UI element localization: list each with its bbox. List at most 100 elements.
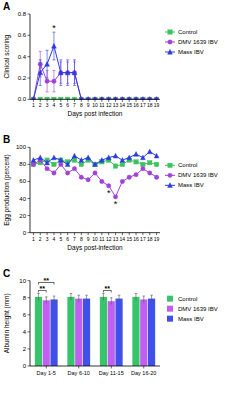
bar (148, 299, 155, 366)
error-bar (142, 296, 145, 303)
x-tick-label: 12 (106, 102, 112, 108)
y-tick-label: 8 (23, 295, 27, 301)
data-point (86, 178, 90, 182)
legend-marker (168, 163, 172, 167)
x-tick-label: 15 (126, 102, 132, 108)
plot-area (31, 32, 159, 99)
data-point (106, 155, 111, 160)
y-tick-label: 60 (19, 178, 26, 184)
significance-mark: * (114, 199, 118, 209)
bar (115, 299, 122, 366)
data-point (79, 157, 84, 162)
plot-area (35, 293, 155, 366)
y-tick-label: 0.4 (18, 54, 27, 60)
significance-mark: ** (44, 277, 50, 284)
x-tick-label: Day 6-10 (68, 370, 90, 376)
x-tick-label: 12 (106, 236, 112, 242)
x-tick-label: 13 (113, 102, 119, 108)
x-tick (46, 366, 47, 369)
bar (67, 297, 74, 366)
legend-swatch (167, 296, 173, 302)
legend-label: Mass IBV (178, 49, 204, 55)
data-point (113, 153, 118, 158)
series-line (33, 160, 156, 166)
data-point (141, 166, 145, 170)
y-tick (28, 331, 31, 332)
y-tick (28, 99, 31, 100)
figure: AClinical scoring0.00.20.40.60.812345678… (0, 0, 234, 400)
data-point (148, 160, 152, 164)
error-bar (150, 295, 153, 302)
data-point (38, 70, 43, 75)
data-point (134, 160, 138, 164)
x-tick-label: 4 (53, 102, 56, 108)
x-tick-label: 7 (73, 102, 76, 108)
x-axis-label: Days post-infection (67, 244, 123, 252)
y-tick (28, 78, 31, 79)
x-tick-label: 9 (87, 236, 90, 242)
y-tick (28, 56, 31, 57)
x-tick-label: 1 (32, 102, 35, 108)
y-tick (28, 164, 31, 165)
data-point (45, 166, 49, 170)
data-point (58, 157, 63, 162)
y-tick (28, 280, 31, 281)
y-tick-label: 0 (23, 363, 27, 369)
data-point (99, 157, 104, 162)
y-tick-label: 20 (19, 213, 26, 219)
bar (100, 297, 107, 366)
x-tick-label: 17 (140, 236, 146, 242)
y-tick-label: 4 (23, 329, 27, 335)
data-point (154, 175, 158, 179)
data-point (72, 153, 77, 158)
data-point (52, 162, 56, 166)
data-point (65, 70, 69, 74)
series-line (33, 160, 156, 197)
y-tick (28, 215, 31, 216)
legend-marker (168, 183, 173, 188)
x-tick-label: 6 (66, 236, 69, 242)
y-tick (28, 181, 31, 182)
error-bar (70, 293, 73, 300)
panel-label: B (3, 134, 10, 145)
panel-label: A (3, 1, 10, 12)
legend-marker (168, 173, 172, 177)
y-axis-label: Albumin height (mm) (3, 293, 11, 353)
x-tick-label: 5 (59, 236, 62, 242)
y-tick-label: 6 (23, 312, 27, 318)
error-bar (52, 71, 55, 92)
y-tick-label: 100 (16, 144, 27, 150)
data-point (113, 164, 117, 168)
x-tick-label: 19 (154, 236, 160, 242)
x-tick-label: 5 (59, 102, 62, 108)
y-tick-label: 2 (23, 346, 27, 352)
legend-swatch (167, 316, 173, 322)
y-tick (28, 147, 31, 148)
data-point (86, 155, 91, 160)
x-tick-label: Day 11-15 (99, 370, 124, 376)
data-point (59, 70, 63, 74)
data-point (93, 171, 97, 175)
data-point (72, 70, 76, 74)
data-point (72, 70, 77, 75)
y-tick-label: 0.0 (18, 96, 27, 102)
bar (35, 297, 42, 366)
data-point (52, 155, 57, 160)
x-tick-label: 10 (92, 236, 98, 242)
x-tick (143, 366, 144, 369)
data-point (72, 158, 76, 162)
significance-mark: * (52, 23, 56, 33)
x-tick-label: 16 (133, 102, 139, 108)
legend-label: Control (178, 162, 197, 168)
x-tick-label: 4 (53, 236, 56, 242)
data-point (31, 157, 36, 162)
x-tick-label: 7 (73, 236, 76, 242)
x-tick-label: Day 1-5 (37, 370, 56, 376)
y-tick-label: 80 (19, 161, 26, 167)
error-bar (118, 295, 121, 302)
data-point (52, 79, 56, 83)
y-tick-label: 0.6 (18, 32, 27, 38)
data-point (154, 162, 158, 166)
data-point (100, 179, 104, 183)
error-bar (37, 293, 40, 300)
